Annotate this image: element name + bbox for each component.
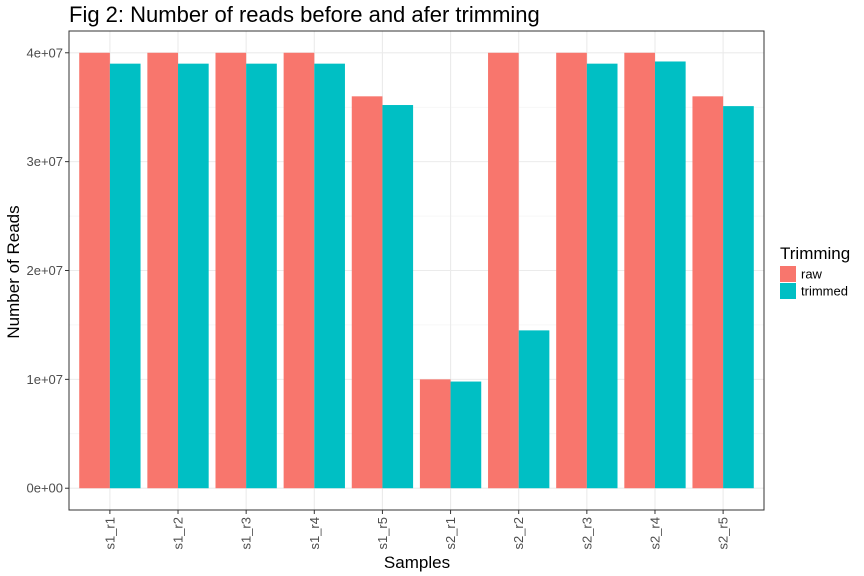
x-tick-label: s2_r1 [443,517,458,550]
y-tick-label: 1e+07 [26,372,63,387]
bar-raw-s1_r5 [351,96,383,489]
x-tick-label: s2_r5 [716,517,731,550]
bar-raw-s1_r2 [147,52,179,489]
x-tick-label: s1_r1 [102,517,117,550]
x-tick-label: s2_r4 [647,517,662,550]
legend-title: Trimming [780,244,850,263]
x-tick-label: s1_r2 [171,517,186,550]
y-tick-label: 0e+00 [26,481,63,496]
chart-title: Fig 2: Number of reads before and afer t… [69,2,540,27]
legend-label-trimmed: trimmed [801,284,848,299]
bar-trimmed-s2_r4 [654,61,686,489]
y-tick-label: 2e+07 [26,263,63,278]
bar-raw-s1_r4 [283,52,315,489]
legend-label-raw: raw [801,267,823,282]
x-tick-label: s1_r4 [307,517,322,550]
bar-raw-s2_r1 [419,379,451,489]
legend-key-raw [780,266,796,282]
legend-key-trimmed [780,283,796,299]
bar-trimmed-s1_r3 [246,63,277,489]
bar-raw-s2_r2 [488,52,519,489]
bar-trimmed-s2_r3 [586,63,618,489]
x-axis: s1_r1 s1_r2 s1_r3 s1_r4 s1_r5 s2_r1 s2_r2 s2_r3… [102,510,731,550]
bar-trimmed-s2_r5 [723,106,754,489]
x-tick-label: s2_r3 [579,517,594,550]
bar-trimmed-s2_r1 [450,381,482,489]
y-axis: 0e+00 1e+07 2e+07 3e+07 4e+07 [26,45,69,496]
bar-trimmed-s1_r1 [109,63,141,489]
legend: Trimming raw trimmed [780,244,850,299]
bar-raw-s2_r3 [556,52,587,489]
y-axis-title: Number of Reads [4,205,23,338]
y-tick-label: 3e+07 [26,154,63,169]
bar-raw-s1_r1 [79,52,110,489]
x-tick-label: s1_r5 [375,517,390,550]
bar-trimmed-s1_r5 [382,105,414,489]
bar-raw-s2_r5 [692,96,724,489]
bar-trimmed-s1_r2 [178,63,209,489]
bar-trimmed-s1_r4 [314,63,345,489]
x-tick-label: s1_r3 [239,517,254,550]
x-axis-title: Samples [384,553,450,572]
bar-raw-s1_r3 [215,52,247,489]
y-tick-label: 4e+07 [26,45,63,60]
x-tick-label: s2_r2 [511,517,526,550]
bar-raw-s2_r4 [624,52,655,489]
bar-trimmed-s2_r2 [518,330,550,489]
bars [79,52,754,489]
